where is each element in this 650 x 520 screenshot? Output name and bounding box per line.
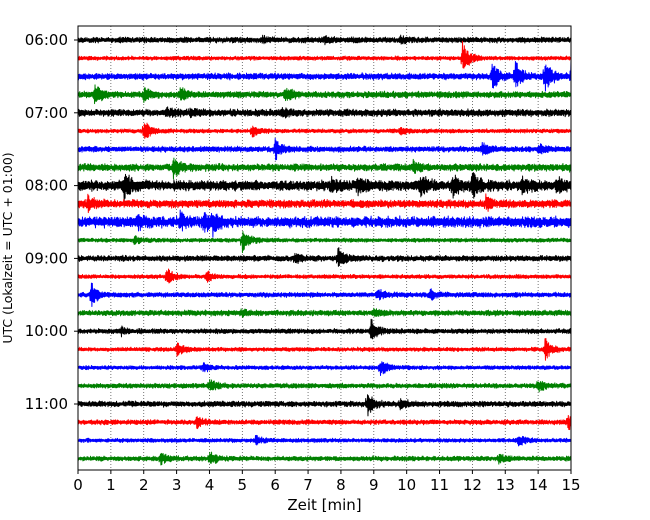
seismogram-trace-0815 (77, 193, 572, 214)
x-tick-label: 0 (73, 476, 83, 494)
seismogram-trace-0745 (77, 157, 572, 180)
x-tick-label: 15 (561, 476, 580, 494)
seismogram-trace-1015 (77, 337, 572, 361)
x-axis-label: Zeit [min] (287, 496, 361, 514)
x-axis-ticks: 0 1 2 3 4 5 6 7 8 9 10 11 12 13 14 15 (73, 470, 581, 494)
seismogram-trace-1000 (77, 318, 572, 340)
seismogram-trace-0700 (77, 106, 572, 119)
seismogram-trace-0945 (77, 307, 572, 318)
x-tick-label: 8 (336, 476, 346, 494)
x-tick-label: 12 (463, 476, 482, 494)
seismogram-trace-1115 (77, 414, 572, 431)
y-tick-label: 10:00 (25, 322, 68, 340)
y-axis-label: UTC (Lokalzeit = UTC + 01:00) (0, 152, 15, 343)
y-tick-label: 06:00 (25, 31, 68, 49)
vertical-grid (110, 26, 539, 470)
x-tick-label: 9 (369, 476, 379, 494)
seismogram-trace-0630 (77, 60, 572, 92)
x-tick-label: 10 (397, 476, 416, 494)
seismogram-trace-0930 (77, 282, 572, 307)
seismogram-trace-0800 (77, 172, 572, 202)
seismogram-trace-0845 (77, 231, 572, 254)
seismogram-trace-0715 (77, 122, 572, 139)
seismogram-trace-1045 (77, 379, 572, 393)
y-axis-ticks: 06:00 07:00 08:00 09:00 10:00 11:00 (25, 31, 78, 413)
seismogram-trace-0830 (77, 209, 572, 238)
seismogram-trace-0645 (77, 84, 572, 105)
x-tick-label: 6 (270, 476, 280, 494)
x-tick-label: 1 (106, 476, 116, 494)
seismic-traces (77, 34, 572, 466)
seismogram-trace-0600 (77, 34, 572, 46)
x-tick-label: 2 (139, 476, 149, 494)
seismogram-trace-1145 (77, 451, 572, 466)
y-tick-label: 09:00 (25, 249, 68, 267)
x-tick-label: 5 (238, 476, 248, 494)
y-tick-label: 08:00 (25, 177, 68, 195)
seismogram-trace-0730 (77, 137, 572, 161)
seismogram-trace-1030 (77, 361, 572, 377)
seismogram-trace-1100 (77, 394, 572, 417)
x-tick-label: 11 (430, 476, 449, 494)
seismogram-trace-0915 (77, 268, 572, 284)
y-tick-label: 11:00 (25, 395, 68, 413)
x-tick-label: 14 (529, 476, 548, 494)
y-tick-label: 07:00 (25, 104, 68, 122)
x-tick-label: 3 (172, 476, 182, 494)
seismogram-trace-0615 (77, 40, 572, 69)
x-tick-label: 7 (303, 476, 313, 494)
x-tick-label: 4 (205, 476, 215, 494)
seismogram-trace-0900 (77, 247, 572, 267)
plot-frame (77, 25, 572, 471)
seismogram-trace-1130 (77, 434, 572, 447)
x-tick-label: 13 (496, 476, 515, 494)
